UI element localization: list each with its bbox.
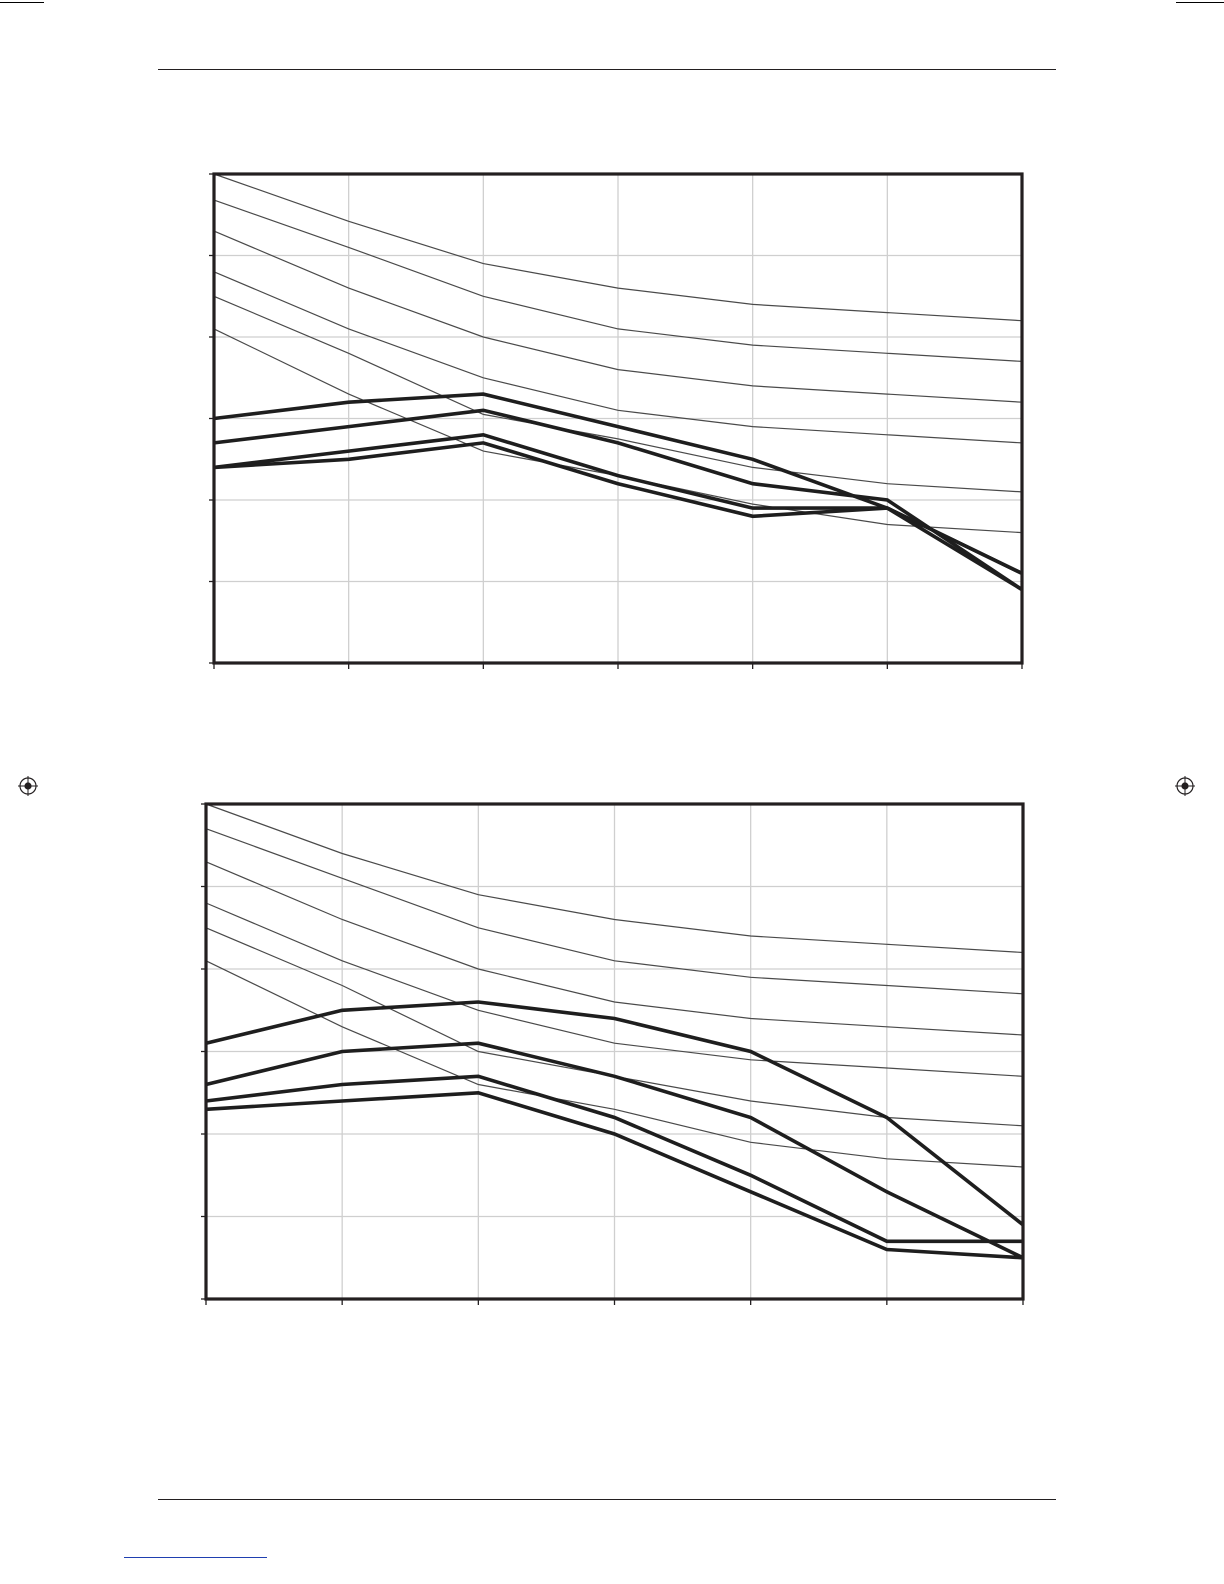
axis-ticks bbox=[209, 173, 1023, 669]
thin-series-line-2 bbox=[213, 199, 1023, 362]
thin-series-line-3 bbox=[205, 861, 1024, 1036]
gridlines bbox=[206, 804, 1023, 1299]
thick-series-line-10 bbox=[213, 441, 1023, 592]
thin-series-line-3 bbox=[213, 230, 1023, 403]
footer-rule bbox=[158, 1499, 1056, 1500]
thin-series-line-6 bbox=[205, 960, 1024, 1168]
registration-mark-left-icon bbox=[18, 776, 38, 796]
thick-series-line-10 bbox=[205, 1090, 1024, 1260]
crop-mark-top-right bbox=[1176, 2, 1224, 3]
thin-series-line-4 bbox=[205, 902, 1024, 1077]
gridlines bbox=[214, 174, 1022, 663]
thick-series-line-8 bbox=[205, 1041, 1024, 1260]
chart-top bbox=[203, 166, 1033, 674]
header-rule bbox=[158, 69, 1056, 70]
thin-series-line-4 bbox=[213, 271, 1023, 444]
thin-series-line-1 bbox=[205, 803, 1024, 954]
thin-series-line-1 bbox=[213, 173, 1023, 322]
thin-series-line-5 bbox=[213, 295, 1023, 493]
registration-mark-right-icon bbox=[1175, 776, 1195, 796]
chart-bottom-plot bbox=[201, 802, 1025, 1305]
thin-series-line-2 bbox=[205, 828, 1024, 995]
link-underline bbox=[124, 1557, 267, 1558]
thick-series-line-8 bbox=[213, 408, 1023, 592]
chart-bottom bbox=[196, 797, 1034, 1309]
series-group bbox=[213, 173, 1023, 592]
crop-mark-top-left bbox=[0, 2, 44, 3]
thick-series-line-7 bbox=[205, 1000, 1025, 1227]
thick-series-line-9 bbox=[205, 1074, 1023, 1244]
axis-ticks bbox=[201, 803, 1024, 1305]
series-group bbox=[205, 803, 1025, 1260]
chart-top-plot bbox=[209, 172, 1024, 669]
